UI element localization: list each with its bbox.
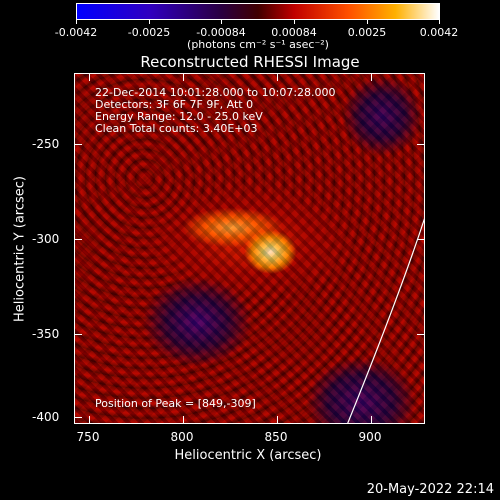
x-tick xyxy=(183,74,184,81)
colorbar-tick-label: -0.00084 xyxy=(196,26,246,39)
colorbar-tick-label: 0.0042 xyxy=(419,26,459,39)
info-time-range: 22-Dec-2014 10:01:28.000 to 10:07:28.000 xyxy=(95,86,336,99)
peak-position-label: Position of Peak = [849,-309] xyxy=(95,397,256,410)
colorbar xyxy=(76,3,440,20)
y-tick xyxy=(75,334,82,335)
x-tick xyxy=(183,416,184,423)
rhessi-image xyxy=(75,74,424,423)
colorbar-tick xyxy=(149,20,150,24)
colorbar-tick xyxy=(367,20,368,24)
timestamp: 20-May-2022 22:14 xyxy=(366,482,494,497)
info-energy-range: Energy Range: 12.0 - 25.0 keV xyxy=(95,110,263,123)
x-tick xyxy=(89,74,90,81)
colorbar-tick xyxy=(439,20,440,24)
colorbar-tick-label: -0.0025 xyxy=(127,26,171,39)
solar-limb-line xyxy=(347,218,424,423)
y-tick-label: -250 xyxy=(32,137,60,151)
y-tick-label: -400 xyxy=(32,410,60,424)
colorbar-tick-label: -0.0042 xyxy=(54,26,98,39)
x-tick-label: 850 xyxy=(264,430,288,444)
colorbar-tick xyxy=(294,20,295,24)
colorbar-tick-label: 0.00084 xyxy=(271,26,317,39)
y-tick xyxy=(75,417,82,418)
x-tick-label: 750 xyxy=(76,430,100,444)
colorbar-tick xyxy=(76,20,77,24)
x-tick-label: 900 xyxy=(358,430,382,444)
y-tick xyxy=(417,144,424,145)
y-tick xyxy=(417,334,424,335)
x-tick xyxy=(371,416,372,423)
colorbar-tick xyxy=(221,20,222,24)
y-tick xyxy=(75,144,82,145)
plot-title: Reconstructed RHESSI Image xyxy=(140,53,360,71)
info-counts: Clean Total counts: 3.40E+03 xyxy=(95,122,258,135)
colorbar-unit-label: (photons cm⁻² s⁻¹ asec⁻²) xyxy=(187,38,329,51)
x-tick xyxy=(371,74,372,81)
y-tick xyxy=(75,239,82,240)
info-detectors: Detectors: 3F 6F 7F 9F, Att 0 xyxy=(95,98,254,111)
y-tick-label: -350 xyxy=(32,327,60,341)
x-tick xyxy=(277,416,278,423)
x-tick xyxy=(89,416,90,423)
y-tick-label: -300 xyxy=(32,232,60,246)
y-tick xyxy=(417,239,424,240)
x-axis-title: Heliocentric X (arcsec) xyxy=(174,448,322,463)
image-plot: 22-Dec-2014 10:01:28.000 to 10:07:28.000… xyxy=(74,73,425,424)
x-tick xyxy=(277,74,278,81)
image-texture xyxy=(75,74,424,423)
x-tick-label: 800 xyxy=(170,430,194,444)
colorbar-tick-label: 0.0025 xyxy=(347,26,387,39)
y-axis-title: Heliocentric Y (arcsec) xyxy=(12,176,28,322)
